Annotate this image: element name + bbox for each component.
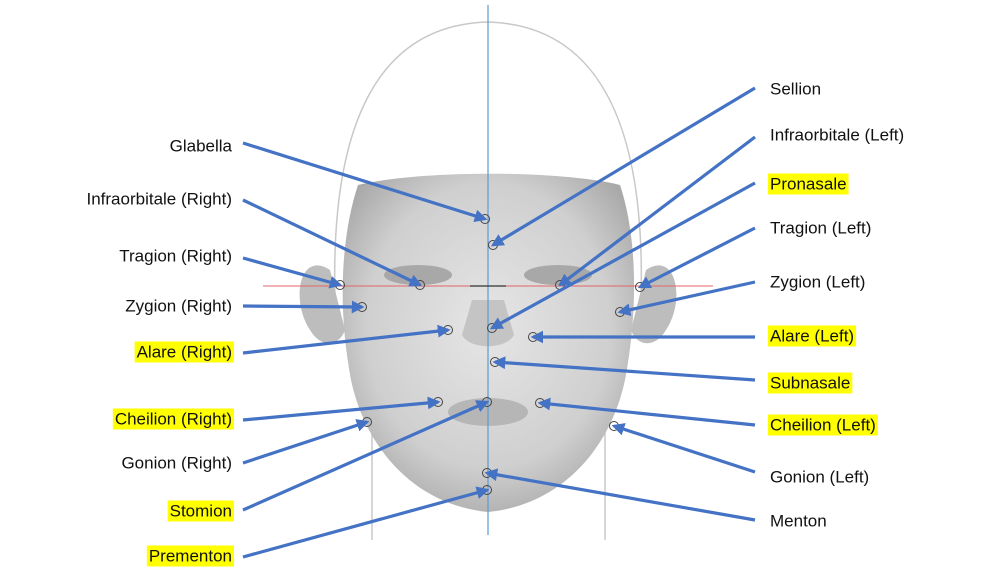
landmark-label: Cheilion (Right): [115, 409, 232, 428]
landmark-label-group: Alare (Right): [134, 341, 234, 363]
arrow: [611, 423, 756, 474]
landmark-label: Tragion (Right): [119, 246, 232, 265]
annotations: Glabella Infraorbitale (Right) Tragion (Ri…: [86, 79, 904, 567]
landmark-label: Glabella: [170, 136, 233, 155]
landmark-label-group: Prementon: [146, 545, 234, 567]
landmark-label-group: Infraorbitale (Left): [770, 125, 904, 144]
landmark-label: Infraorbitale (Left): [770, 125, 904, 144]
landmark-label-group: Sellion: [770, 79, 821, 98]
label-highlight: [112, 408, 234, 430]
label-highlight: [146, 545, 234, 567]
landmark-label-group: Glabella: [170, 136, 233, 155]
landmark-label: Gonion (Left): [770, 467, 869, 486]
arrow: [242, 324, 451, 355]
arrow: [637, 226, 756, 289]
landmark-label: Alare (Left): [770, 326, 854, 345]
arrow: [557, 135, 756, 287]
landmark-label: Stomion: [170, 501, 232, 520]
landmark-label: Alare (Right): [137, 342, 232, 361]
arrow: [242, 256, 343, 289]
arrow: [242, 141, 488, 223]
landmark-label: Tragion (Left): [770, 218, 871, 237]
landmark-label: Cheilion (Left): [770, 415, 876, 434]
label-highlight: [134, 341, 234, 363]
landmark-label: Gonion (Right): [121, 453, 232, 472]
face-illustration: [263, 5, 713, 541]
landmark-label: Infraorbitale (Right): [86, 189, 232, 208]
landmark-label-group: Zygion (Right): [125, 296, 232, 315]
label-highlight: [768, 325, 857, 347]
landmark-label: Zygion (Right): [125, 296, 232, 315]
label-highlight: [768, 414, 878, 436]
landmark-label: Zygion (Left): [770, 272, 865, 291]
landmark-label-group: Subnasale: [768, 372, 853, 394]
label-highlight: [768, 173, 849, 195]
arrow: [242, 486, 490, 559]
landmark-label-group: Cheilion (Right): [112, 408, 234, 430]
arrow: [617, 280, 756, 317]
arrow: [242, 300, 365, 314]
landmark-label-group: Gonion (Left): [770, 467, 869, 486]
landmark-label-group: Menton: [770, 511, 827, 530]
arrow: [242, 198, 423, 287]
landmark-label-group: Pronasale: [768, 173, 849, 195]
landmark-label: Sellion: [770, 79, 821, 98]
landmark-label: Prementon: [149, 546, 232, 565]
arrow: [242, 400, 490, 512]
landmark-label-group: Tragion (Left): [770, 218, 871, 237]
landmark-label: Subnasale: [770, 373, 850, 392]
arrow: [492, 356, 756, 382]
arrow: [490, 86, 756, 247]
label-highlight: [768, 372, 853, 394]
landmark-label-group: Stomion: [167, 500, 234, 522]
landmark-label: Pronasale: [770, 174, 847, 193]
arrow: [489, 181, 756, 330]
landmark-label-group: Cheilion (Left): [768, 414, 878, 436]
landmark-label-group: Tragion (Right): [119, 246, 232, 265]
landmark-label: Menton: [770, 511, 827, 530]
landmark-label-group: Infraorbitale (Right): [86, 189, 232, 208]
label-highlight: [167, 500, 234, 522]
arrow: [537, 397, 756, 427]
arrow: [242, 419, 370, 465]
landmark-label-group: Gonion (Right): [121, 453, 232, 472]
landmark-label-group: Zygion (Left): [770, 272, 865, 291]
arrow: [484, 468, 756, 522]
landmark-label-group: Alare (Left): [768, 325, 857, 347]
arrow: [242, 396, 441, 422]
